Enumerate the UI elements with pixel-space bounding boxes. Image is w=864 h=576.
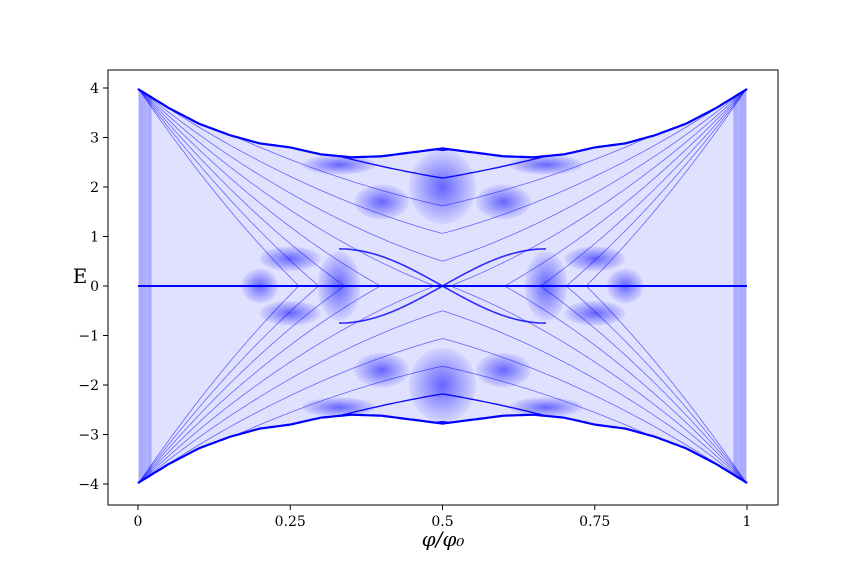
- x-tick-label: 0.25: [275, 514, 306, 530]
- butterfly-lobe: [509, 154, 583, 175]
- butterfly-lobe: [259, 300, 321, 326]
- butterfly-lobe: [259, 246, 321, 272]
- center-wing: [339, 248, 443, 287]
- y-axis: 4 3 2 1 0 −1 −2 −3 −4: [78, 81, 108, 493]
- landau-level-line: [137, 310, 443, 484]
- y-tick-label: −3: [78, 428, 99, 444]
- x-tick-label: 0.75: [579, 514, 610, 530]
- landau-level-line: [442, 88, 748, 262]
- band-edge: [137, 88, 748, 159]
- x-tick-label: 1: [743, 514, 752, 530]
- butterfly-lobe: [509, 397, 583, 418]
- x-axis-label: φ/φ₀: [422, 527, 465, 551]
- y-tick-label: 3: [90, 131, 99, 147]
- butterfly-lobe: [564, 300, 626, 326]
- y-axis-label: E: [73, 264, 88, 288]
- butterfly-lobe: [409, 149, 476, 225]
- landau-level-line: [442, 310, 748, 484]
- butterfly-lobe: [409, 347, 476, 423]
- x-tick-label: 0: [134, 514, 143, 530]
- center-wing: [442, 285, 546, 324]
- landau-level-line: [137, 88, 433, 286]
- butterfly-lobe: [354, 352, 410, 388]
- y-tick-label: 1: [90, 230, 99, 246]
- band-edge: [137, 413, 748, 484]
- y-tick-label: 4: [90, 81, 99, 97]
- y-tick-label: 0: [90, 279, 99, 295]
- landau-level-line: [452, 286, 748, 484]
- center-wing: [339, 285, 443, 324]
- x-axis: 0 0.25 0.5 0.75 1: [134, 505, 752, 530]
- y-tick-label: −1: [78, 329, 99, 345]
- x-tick-label: 0.5: [431, 514, 453, 530]
- butterfly-lobe: [302, 397, 376, 418]
- center-wing: [442, 248, 546, 287]
- butterfly-lobe: [354, 184, 410, 220]
- y-tick-label: −2: [78, 378, 99, 394]
- butterfly-lobe: [475, 184, 531, 220]
- butterfly-lobe: [564, 246, 626, 272]
- landau-level-line: [137, 88, 443, 262]
- butterfly-lobe: [302, 154, 376, 175]
- landau-level-line: [452, 88, 748, 286]
- butterfly-lobe: [475, 352, 531, 388]
- energy-spectrum: [137, 88, 748, 484]
- y-tick-label: −4: [78, 477, 99, 493]
- landau-level-line: [137, 286, 433, 484]
- y-tick-label: 2: [90, 180, 99, 196]
